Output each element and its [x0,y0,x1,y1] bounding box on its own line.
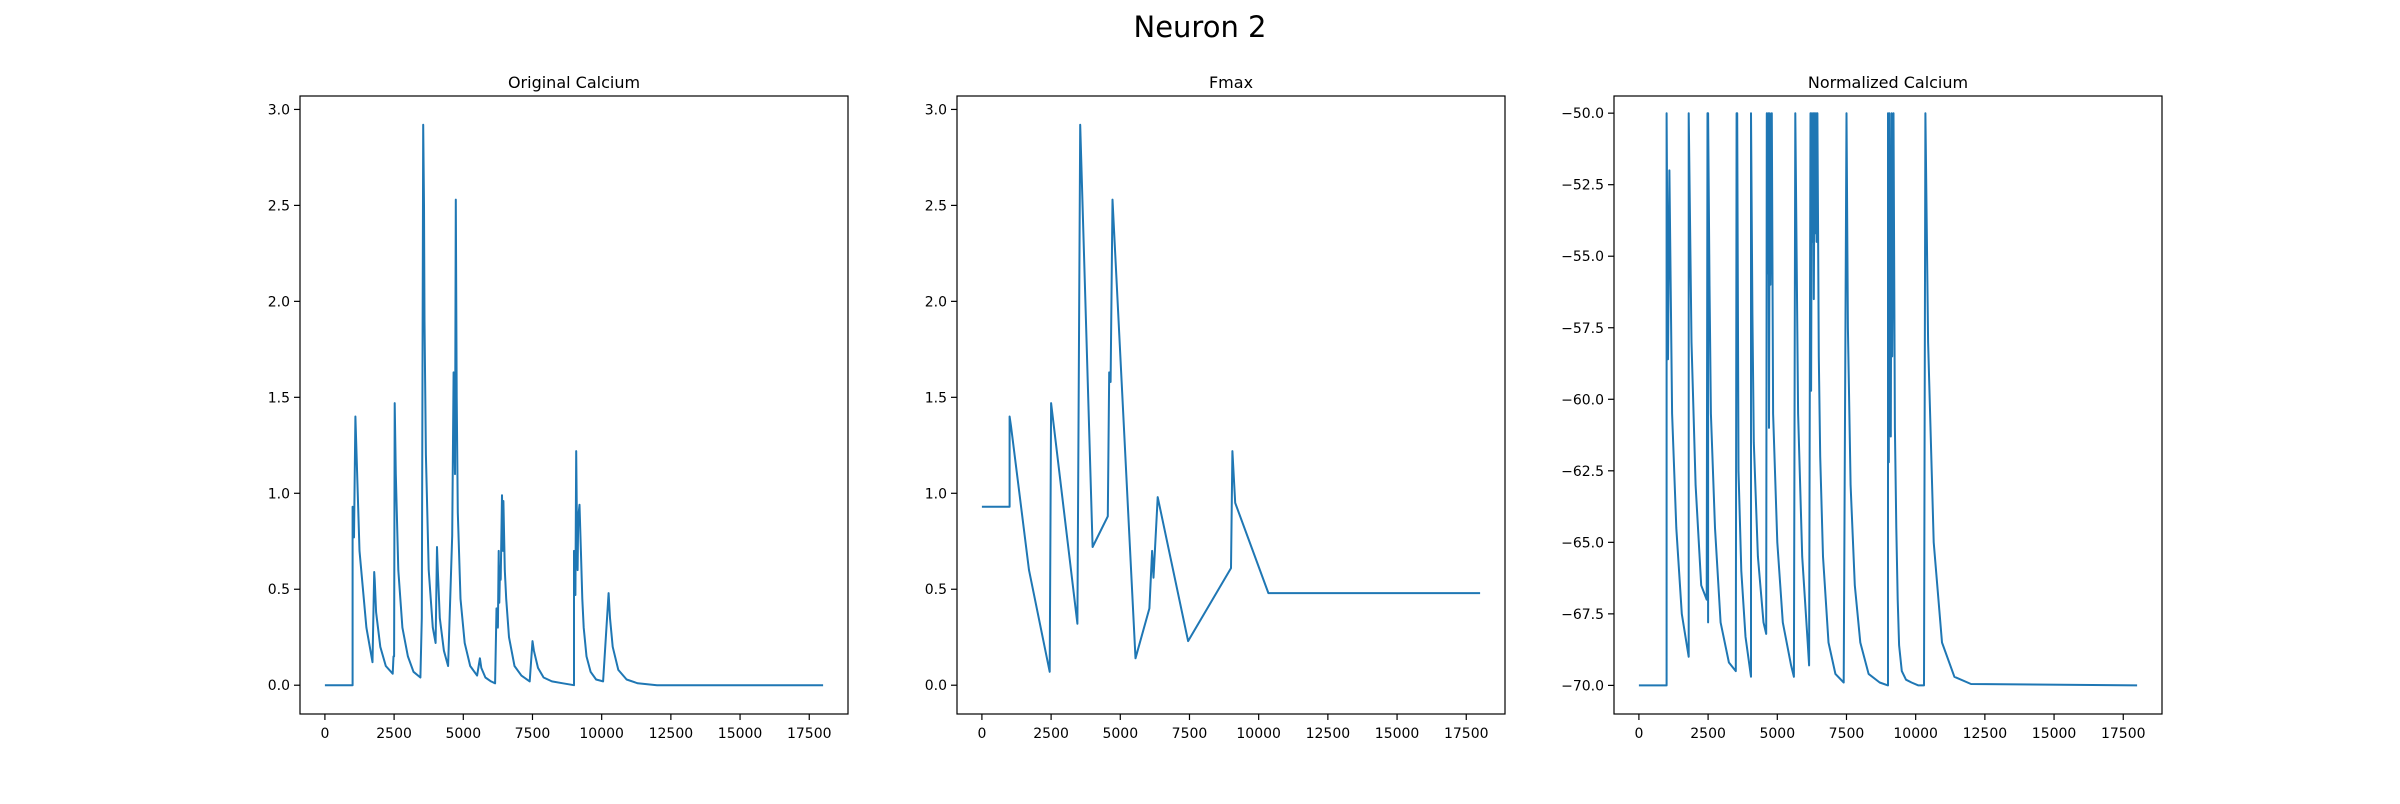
y-tick-label: −62.5 [1561,464,1604,480]
x-tick-label: 10000 [579,726,624,742]
y-tick-label: 2.5 [925,198,947,214]
series-line-1 [981,123,1481,673]
x-tick-label: 5000 [445,726,481,742]
y-tick-label: 2.5 [268,198,290,214]
y-tick-label: 2.0 [268,294,290,310]
chart-title: Fmax [1209,73,1253,92]
y-tick-label: 1.0 [925,486,947,502]
y-tick-label: −60.0 [1561,392,1604,408]
x-tick-label: 0 [320,726,329,742]
x-tick-label: 17500 [2101,726,2146,742]
x-tick-label: 15000 [2032,726,2077,742]
y-tick-label: −52.5 [1561,178,1604,194]
y-tick-label: 0.5 [925,582,947,598]
x-tick-label: 12500 [649,726,694,742]
x-tick-label: 2500 [1033,726,1069,742]
plot-frame [1613,95,2163,715]
x-tick-label: 2500 [1690,726,1726,742]
y-tick-label: −50.0 [1561,106,1604,122]
y-tick-label: −65.0 [1561,535,1604,551]
y-tick-label: −57.5 [1561,321,1604,337]
plot-frame [299,95,849,715]
series-line-1 [1638,112,2138,687]
x-tick-label: 17500 [787,726,832,742]
x-tick-label: 0 [1634,726,1643,742]
y-tick-label: 2.0 [925,294,947,310]
x-tick-label: 15000 [718,726,763,742]
x-tick-label: 2500 [376,726,412,742]
y-tick-label: 1.5 [268,390,290,406]
y-tick-label: −70.0 [1561,678,1604,694]
x-tick-label: 5000 [1102,726,1138,742]
x-tick-label: 7500 [515,726,551,742]
chart-panel-2: 0 2500 5000 7500 10000 12500 15000 17500 0.0 0.5 1… [925,73,1506,742]
y-tick-label: −55.0 [1561,249,1604,265]
chart-title: Normalized Calcium [1808,73,1968,92]
y-tick-label: −67.5 [1561,607,1604,623]
x-tick-label: 12500 [1306,726,1351,742]
x-tick-label: 17500 [1444,726,1489,742]
x-tick-label: 10000 [1236,726,1281,742]
y-tick-label: 1.0 [268,486,290,502]
y-tick-label: 0.5 [268,582,290,598]
y-tick-label: 1.5 [925,390,947,406]
x-tick-label: 5000 [1759,726,1795,742]
chart-panel-1: 0 2500 5000 7500 10000 12500 15000 17500 0.0 0.5 1… [268,73,849,742]
y-tick-label: 3.0 [268,102,290,118]
x-tick-label: 0 [977,726,986,742]
x-tick-label: 7500 [1829,726,1865,742]
chart-title: Original Calcium [508,73,640,92]
y-tick-label: 3.0 [925,102,947,118]
x-tick-label: 15000 [1375,726,1420,742]
chart-panel-3: 0 2500 5000 7500 10000 12500 15000 17500 −70.0 −6… [1561,73,2163,742]
plot-frame [956,95,1506,715]
x-tick-label: 12500 [1963,726,2008,742]
y-tick-label: 0.0 [925,678,947,694]
x-tick-label: 10000 [1893,726,1938,742]
figure-title: Neuron 2 [1133,10,1267,44]
series-line-1 [324,123,824,687]
y-tick-label: 0.0 [268,678,290,694]
x-tick-label: 7500 [1172,726,1208,742]
